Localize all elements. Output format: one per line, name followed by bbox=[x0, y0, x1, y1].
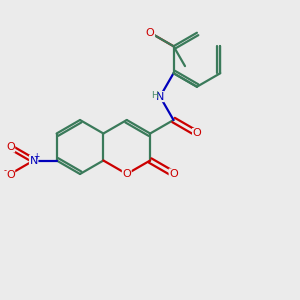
Text: O: O bbox=[6, 170, 15, 180]
Text: O: O bbox=[193, 128, 201, 139]
Text: -: - bbox=[4, 167, 7, 176]
Text: O: O bbox=[6, 142, 15, 152]
Text: N: N bbox=[156, 92, 164, 102]
Text: N: N bbox=[29, 155, 38, 166]
Text: O: O bbox=[169, 169, 178, 179]
Text: O: O bbox=[146, 28, 154, 38]
Text: O: O bbox=[122, 169, 131, 179]
Text: H: H bbox=[152, 91, 158, 100]
Text: +: + bbox=[34, 152, 40, 161]
